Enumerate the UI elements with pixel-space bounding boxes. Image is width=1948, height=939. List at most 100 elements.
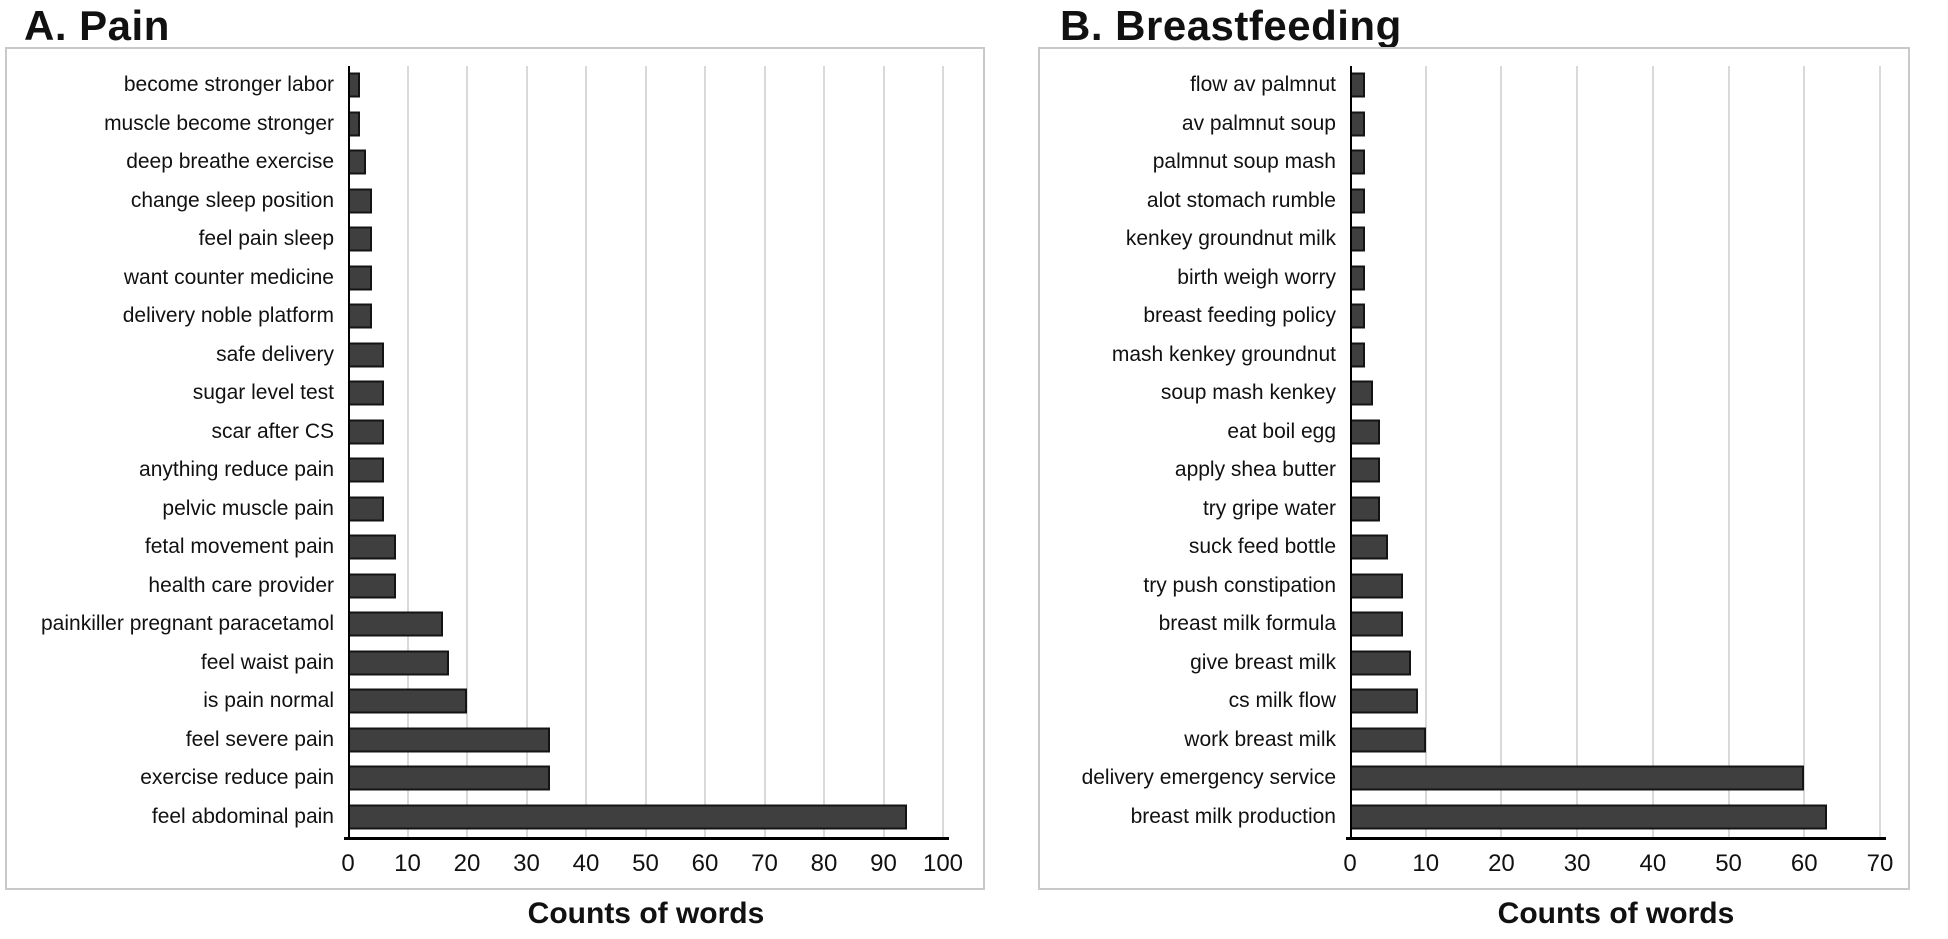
bar-track [348, 105, 943, 144]
gridline [882, 66, 885, 838]
tick-label: 60 [1790, 850, 1818, 877]
chart-row: muscle become stronger [7, 105, 943, 144]
tick-label: 10 [1412, 850, 1440, 877]
gridline [1576, 66, 1579, 838]
bar [1350, 496, 1381, 522]
category-label: work breast milk [1184, 727, 1336, 751]
chart-row: want counter medicine [7, 259, 943, 298]
bar [1350, 265, 1366, 291]
category-label: suck feed bottle [1188, 535, 1336, 559]
bar-track [348, 605, 943, 644]
chart-row: delivery noble platform [7, 297, 943, 336]
chart-row: try gripe water [1040, 490, 1880, 529]
bar-track [1350, 798, 1880, 837]
gridlines [348, 66, 944, 838]
category-label: delivery emergency service [1081, 766, 1336, 790]
gridline [466, 66, 468, 838]
chart-panel-breastfeeding: flow av palmnut av palmnut soup palmnut so… [1038, 47, 1910, 890]
category-label: change sleep position [130, 188, 334, 212]
bar-track [1350, 143, 1880, 182]
bar-track [348, 336, 943, 375]
bar-track [348, 297, 943, 336]
y-axis-line [1350, 66, 1352, 838]
tick-label: 50 [1715, 850, 1742, 877]
chart-row: breast milk production [1040, 798, 1880, 837]
bar [348, 765, 551, 791]
category-label: soup mash kenkey [1160, 381, 1336, 405]
category-label: become stronger labor [123, 73, 334, 97]
gridline [1651, 66, 1654, 838]
bar [1350, 72, 1366, 98]
bar [348, 188, 372, 214]
bar [1350, 804, 1827, 830]
category-label: apply shea butter [1174, 458, 1336, 482]
bar [1350, 149, 1366, 175]
y-axis-line [348, 66, 350, 838]
category-label: alot stomach rumble [1146, 188, 1336, 212]
category-label: anything reduce pain [139, 458, 334, 482]
bar-track [348, 490, 943, 529]
bar [1350, 573, 1403, 599]
bar [1350, 419, 1381, 445]
chart-row: pelvic muscle pain [7, 490, 943, 529]
bar-track [348, 567, 943, 606]
category-label: painkiller pregnant paracetamol [40, 612, 334, 636]
gridline [823, 66, 825, 838]
chart-row: mash kenkey groundnut [1040, 336, 1880, 375]
bar [1350, 611, 1403, 637]
gridlines [1350, 66, 1881, 838]
chart-row: change sleep position [7, 182, 943, 221]
tick-label: 0 [341, 850, 355, 877]
category-label: palmnut soup mash [1152, 150, 1336, 174]
bar-track [348, 528, 943, 567]
bar [348, 149, 366, 175]
gridline [1803, 66, 1806, 838]
category-label: deep breathe exercise [126, 150, 334, 174]
bar [1350, 727, 1426, 753]
category-label: feel waist pain [200, 650, 334, 674]
category-label: is pain normal [203, 689, 334, 713]
category-label: birth weigh worry [1177, 265, 1336, 289]
bar [1350, 188, 1366, 214]
bar-track [1350, 451, 1880, 490]
chart-row: soup mash kenkey [1040, 374, 1880, 413]
chart-row: feel abdominal pain [7, 798, 943, 837]
bar-track [1350, 297, 1880, 336]
bar [1350, 342, 1366, 368]
tick-label: 20 [1488, 850, 1515, 877]
tick-label: 100 [922, 850, 964, 877]
category-label: breast milk formula [1158, 612, 1336, 636]
tick-labels: 0 10 20 30 40 50 60 70 80 90 100 [341, 850, 963, 882]
category-label: give breast milk [1190, 650, 1336, 674]
gridline [1424, 66, 1427, 838]
bar [348, 534, 396, 560]
gridline [1727, 66, 1730, 838]
chart-row: painkiller pregnant paracetamol [7, 605, 943, 644]
category-label: eat boil egg [1227, 419, 1336, 443]
category-label: breast milk production [1130, 804, 1336, 828]
bar-track [1350, 644, 1880, 683]
chart-row: suck feed bottle [1040, 528, 1880, 567]
chart-row: breast milk formula [1040, 605, 1880, 644]
bar-track [1350, 105, 1880, 144]
category-label: fetal movement pain [144, 535, 334, 559]
chart-row: palmnut soup mash [1040, 143, 1880, 182]
chart-row: give breast milk [1040, 644, 1880, 683]
bar-track [348, 220, 943, 259]
x-axis-title-pain: Counts of words [527, 897, 765, 930]
bar-track [1350, 605, 1880, 644]
chart-row: deep breathe exercise [7, 143, 943, 182]
chart-row: cs milk flow [1040, 682, 1880, 721]
category-label: exercise reduce pain [140, 766, 334, 790]
category-label: delivery noble platform [122, 304, 334, 328]
bar-track [348, 182, 943, 221]
chart-row: scar after CS [7, 413, 943, 452]
tick-labels: 0 10 20 30 40 50 60 70 [1343, 850, 1893, 882]
chart-row: apply shea butter [1040, 451, 1880, 490]
category-label: try gripe water [1202, 496, 1336, 520]
bar-track [1350, 721, 1880, 760]
bar-track [348, 66, 943, 105]
tick-label: 20 [453, 850, 481, 877]
category-label: cs milk flow [1228, 689, 1336, 713]
category-label: feel severe pain [185, 727, 334, 751]
